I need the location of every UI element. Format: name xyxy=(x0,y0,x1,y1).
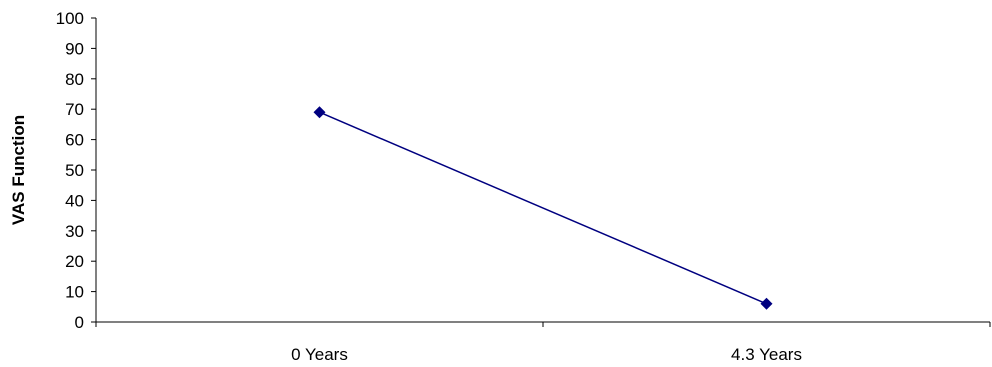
series-line xyxy=(319,111,767,305)
y-tick-label: 40 xyxy=(65,191,84,210)
x-tick-label: 0 Years xyxy=(291,345,348,364)
data-point-marker xyxy=(760,297,773,310)
y-tick-label: 70 xyxy=(65,100,84,119)
y-tick-label: 90 xyxy=(65,39,84,58)
y-tick-label: 100 xyxy=(56,9,84,28)
x-ticks: 0 Years 4.3 Years xyxy=(95,322,991,364)
y-axis: 0 10 20 30 40 50 60 70 80 90 100 xyxy=(56,9,97,332)
x-tick-label: 4.3 Years xyxy=(731,345,802,364)
y-ticks: 0 10 20 30 40 50 60 70 80 90 100 xyxy=(56,9,96,332)
y-tick-label: 0 xyxy=(75,313,84,332)
y-tick-label: 80 xyxy=(65,70,84,89)
y-tick-label: 20 xyxy=(65,252,84,271)
y-axis-title: VAS Function xyxy=(9,115,28,225)
data-point-marker xyxy=(313,106,326,119)
y-tick-label: 10 xyxy=(65,283,84,302)
x-axis: 0 Years 4.3 Years xyxy=(95,321,991,364)
y-tick-label: 30 xyxy=(65,222,84,241)
y-tick-label: 50 xyxy=(65,161,84,180)
series-layer xyxy=(313,106,773,310)
y-tick-label: 60 xyxy=(65,131,84,150)
